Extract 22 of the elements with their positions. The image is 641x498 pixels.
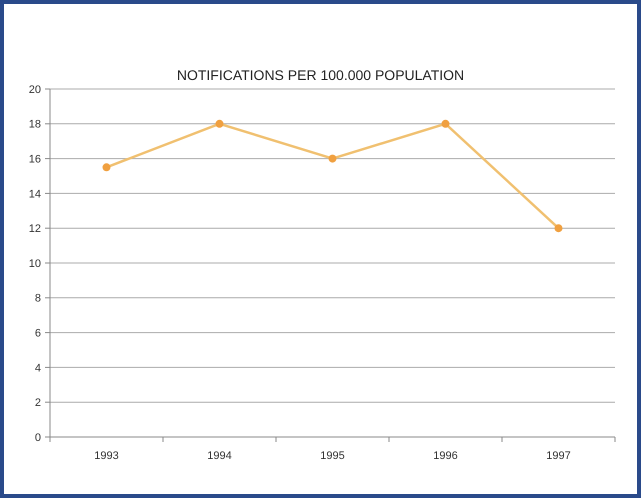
y-tick-label: 2 <box>34 397 41 410</box>
y-tick-label: 20 <box>28 84 41 96</box>
x-tick-label: 1993 <box>94 450 119 462</box>
point <box>554 224 562 232</box>
y-tick-label: 18 <box>28 118 41 131</box>
y-tick-label: 16 <box>28 153 41 166</box>
y-tick-label: 12 <box>28 223 41 236</box>
y-tick-label: 8 <box>34 292 41 305</box>
x-tick-label: 1997 <box>546 450 571 462</box>
x-tick-label: 1996 <box>433 450 458 462</box>
point <box>216 120 224 128</box>
point <box>442 120 450 128</box>
point <box>328 154 336 163</box>
x-tick-label: 1994 <box>207 450 232 462</box>
x-tick-label: 1995 <box>320 450 345 462</box>
point <box>102 163 110 172</box>
chart-title: NOTIFICATIONS PER 100.000 POPULATION <box>176 67 464 83</box>
y-tick-label: 14 <box>28 188 41 200</box>
y-tick-label: 6 <box>34 327 41 340</box>
y-tick-label: 0 <box>34 432 41 444</box>
y-tick-label: 10 <box>28 258 41 270</box>
y-tick-label: 4 <box>34 362 41 374</box>
